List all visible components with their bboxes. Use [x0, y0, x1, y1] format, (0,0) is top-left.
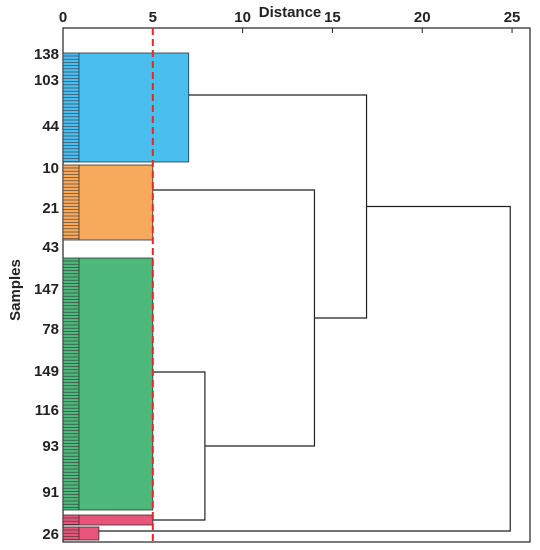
y-tick-label: 116	[35, 402, 59, 419]
y-axis-title: Samples	[7, 259, 24, 321]
y-tick-label: 44	[42, 118, 59, 135]
y-tick-label: 91	[42, 484, 59, 501]
y-tick-label: 10	[42, 160, 59, 177]
x-tick-label: 25	[504, 9, 521, 26]
y-tick-label: 147	[34, 281, 59, 298]
merge-link	[152, 371, 206, 521]
x-axis-title: Distance	[259, 4, 322, 21]
x-tick-label: 20	[414, 9, 431, 26]
y-tick-label: 78	[42, 321, 59, 338]
y-tick-label: 103	[34, 72, 59, 89]
y-tick-label: 149	[34, 363, 59, 380]
merge-link	[188, 94, 368, 319]
x-tick-label: 15	[324, 9, 341, 26]
cluster-block	[62, 257, 154, 511]
cluster-block	[62, 52, 190, 163]
x-tick-label: 0	[59, 9, 67, 26]
y-tick-label: 26	[42, 526, 59, 543]
x-tick-label: 5	[149, 9, 157, 26]
cluster-block	[62, 514, 154, 526]
merge-link	[98, 205, 511, 532]
y-tick-label: 138	[34, 46, 59, 63]
y-tick-label: 21	[42, 200, 59, 217]
x-tick-label: 10	[234, 9, 251, 26]
y-tick-label: 43	[42, 239, 59, 256]
merge-link	[152, 189, 316, 447]
y-tick-label: 93	[42, 438, 59, 455]
